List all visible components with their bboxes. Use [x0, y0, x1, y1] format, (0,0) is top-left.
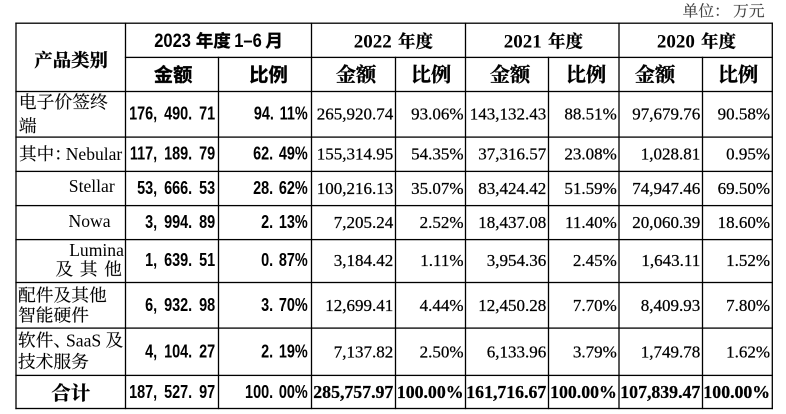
svg-text:93.06%: 93.06% [411, 105, 463, 124]
svg-text:SaaS: SaaS [66, 330, 101, 350]
svg-text:4, 104. 27: 4, 104. 27 [145, 341, 215, 362]
svg-text:2020: 2020 [657, 32, 695, 53]
svg-text:2. 13%: 2. 13% [261, 211, 308, 232]
svg-text:90.58%: 90.58% [718, 105, 770, 124]
svg-text:2023: 2023 [154, 30, 191, 51]
svg-text:1.62%: 1.62% [726, 342, 770, 361]
svg-text:1.52%: 1.52% [726, 251, 770, 270]
svg-text:100.00%: 100.00% [550, 382, 617, 402]
svg-text:3,954.36: 3,954.36 [487, 251, 547, 270]
svg-text:7,205.24: 7,205.24 [334, 213, 394, 232]
svg-text:54.35%: 54.35% [411, 145, 463, 164]
svg-text:161,716.67: 161,716.67 [466, 382, 546, 402]
svg-text:1.11%: 1.11% [420, 251, 463, 270]
svg-text:7.70%: 7.70% [573, 296, 617, 315]
svg-text:0.95%: 0.95% [726, 145, 770, 164]
svg-text:7,137.82: 7,137.82 [334, 342, 394, 361]
svg-text:2.52%: 2.52% [420, 213, 464, 232]
svg-text:3, 994. 89: 3, 994. 89 [145, 211, 215, 232]
svg-text:100.00%: 100.00% [397, 382, 464, 402]
svg-text:6,133.96: 6,133.96 [487, 342, 547, 361]
svg-text:28. 62%: 28. 62% [253, 177, 308, 198]
svg-text:69.50%: 69.50% [718, 179, 770, 198]
svg-text:8,409.93: 8,409.93 [641, 296, 701, 315]
svg-text:1, 639. 51: 1, 639. 51 [145, 249, 215, 270]
svg-text:3.79%: 3.79% [573, 342, 617, 361]
svg-text:37,316.57: 37,316.57 [478, 145, 547, 164]
svg-text:176, 490. 71: 176, 490. 71 [129, 103, 215, 124]
svg-text:265,920.74: 265,920.74 [317, 105, 394, 124]
svg-text:35.07%: 35.07% [411, 179, 463, 198]
svg-text:53, 666. 53: 53, 666. 53 [137, 177, 215, 198]
svg-text:Stellar: Stellar [69, 176, 115, 196]
svg-text:12,699.41: 12,699.41 [325, 296, 393, 315]
svg-text:1,749.78: 1,749.78 [641, 342, 701, 361]
svg-text:6, 932. 98: 6, 932. 98 [145, 294, 215, 315]
svg-text:Lumina: Lumina [69, 240, 124, 260]
svg-text:18,437.08: 18,437.08 [478, 213, 546, 232]
svg-text:117, 189. 79: 117, 189. 79 [130, 143, 215, 164]
svg-text:88.51%: 88.51% [564, 105, 616, 124]
svg-text:2.45%: 2.45% [573, 251, 617, 270]
svg-text:3,184.42: 3,184.42 [334, 251, 394, 270]
svg-text:2. 19%: 2. 19% [261, 341, 308, 362]
svg-text:1,643.11: 1,643.11 [641, 251, 700, 270]
svg-text:3. 70%: 3. 70% [261, 294, 308, 315]
svg-text:18.60%: 18.60% [718, 213, 770, 232]
svg-text:1,028.81: 1,028.81 [641, 145, 701, 164]
svg-text:2022: 2022 [354, 32, 392, 53]
svg-text:12,450.28: 12,450.28 [478, 296, 546, 315]
svg-text:11.40%: 11.40% [565, 213, 617, 232]
svg-text:285,757.97: 285,757.97 [313, 382, 393, 402]
svg-text:0. 87%: 0. 87% [261, 249, 308, 270]
svg-text:2.50%: 2.50% [420, 342, 464, 361]
svg-text:51.59%: 51.59% [564, 179, 616, 198]
svg-text:74,947.46: 74,947.46 [632, 179, 700, 198]
svg-text:100.00%: 100.00% [703, 382, 770, 402]
svg-text:4.44%: 4.44% [420, 296, 464, 315]
svg-text:Nowa: Nowa [69, 211, 111, 231]
svg-text:7.80%: 7.80% [726, 296, 770, 315]
svg-text:Nebular: Nebular [66, 144, 123, 164]
svg-text:187, 527. 97: 187, 527. 97 [129, 381, 215, 402]
svg-text:100,216.13: 100,216.13 [317, 179, 394, 198]
svg-text:2021: 2021 [504, 32, 542, 53]
svg-text:155,314.95: 155,314.95 [317, 145, 394, 164]
svg-text:62. 49%: 62. 49% [253, 143, 308, 164]
svg-text:94. 11%: 94. 11% [254, 103, 308, 124]
svg-text:1–6: 1–6 [234, 30, 262, 51]
svg-text:20,060.39: 20,060.39 [632, 213, 700, 232]
svg-text:83,424.42: 83,424.42 [478, 179, 546, 198]
svg-text:97,679.76: 97,679.76 [632, 105, 700, 124]
svg-text:143,132.43: 143,132.43 [470, 105, 547, 124]
svg-text:23.08%: 23.08% [564, 145, 616, 164]
svg-text:100. 00%: 100. 00% [245, 381, 308, 402]
svg-text:107,839.47: 107,839.47 [620, 382, 700, 402]
